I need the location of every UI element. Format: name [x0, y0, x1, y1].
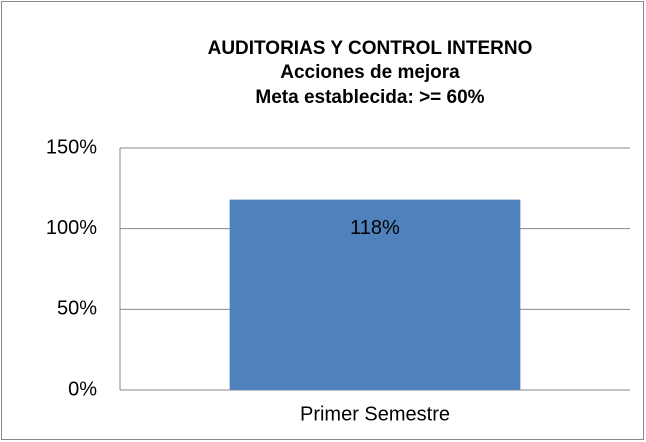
chart-subtitle: Meta establecida: >= 60% [255, 87, 484, 108]
x-tick-label: Primer Semestre [300, 403, 450, 425]
data-label: 118% [350, 217, 400, 239]
bar [229, 199, 521, 390]
chart-subtitle: Acciones de mejora [280, 62, 460, 83]
y-tick-label: 50% [57, 298, 97, 320]
y-tick-label: 0% [68, 378, 97, 400]
y-tick-label: 150% [46, 136, 97, 158]
y-tick-label: 100% [46, 217, 97, 239]
chart-title: AUDITORIAS Y CONTROL INTERNO [208, 38, 533, 59]
